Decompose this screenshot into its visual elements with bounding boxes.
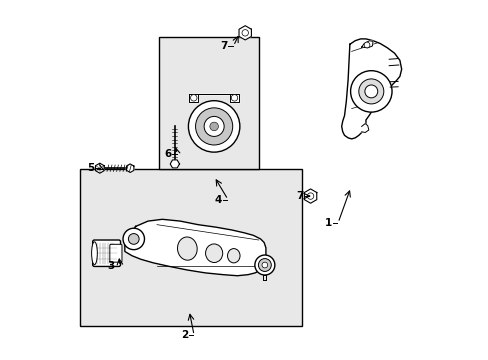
Ellipse shape: [227, 249, 240, 263]
Polygon shape: [361, 123, 368, 132]
Polygon shape: [239, 26, 251, 40]
Circle shape: [350, 71, 391, 112]
Circle shape: [364, 42, 369, 48]
Polygon shape: [124, 219, 265, 276]
Circle shape: [358, 79, 383, 104]
FancyBboxPatch shape: [93, 240, 121, 266]
Text: 2: 2: [181, 330, 188, 341]
Circle shape: [254, 255, 274, 275]
Circle shape: [123, 228, 144, 249]
Circle shape: [231, 95, 237, 101]
Text: 7: 7: [296, 191, 303, 201]
Text: 5: 5: [87, 163, 95, 173]
Ellipse shape: [205, 244, 222, 262]
Polygon shape: [304, 189, 316, 203]
Text: 7: 7: [220, 41, 227, 51]
Circle shape: [258, 258, 271, 271]
Circle shape: [209, 122, 218, 131]
FancyBboxPatch shape: [110, 244, 122, 262]
Text: 6: 6: [164, 149, 171, 159]
Ellipse shape: [91, 242, 97, 265]
Circle shape: [364, 85, 377, 98]
Circle shape: [242, 30, 248, 36]
Ellipse shape: [177, 237, 197, 260]
Circle shape: [262, 262, 267, 268]
Polygon shape: [95, 163, 104, 173]
Text: 4: 4: [215, 195, 222, 204]
Text: 3: 3: [107, 261, 114, 271]
Circle shape: [195, 108, 232, 145]
Circle shape: [128, 234, 139, 244]
Polygon shape: [126, 164, 134, 172]
Circle shape: [203, 116, 224, 136]
Circle shape: [188, 101, 240, 152]
Polygon shape: [341, 39, 401, 139]
Text: 1: 1: [325, 218, 332, 228]
Polygon shape: [189, 94, 239, 102]
FancyBboxPatch shape: [159, 37, 258, 169]
Polygon shape: [361, 41, 372, 48]
Circle shape: [190, 95, 197, 101]
Polygon shape: [170, 160, 179, 168]
Circle shape: [307, 193, 313, 199]
FancyBboxPatch shape: [80, 169, 301, 327]
